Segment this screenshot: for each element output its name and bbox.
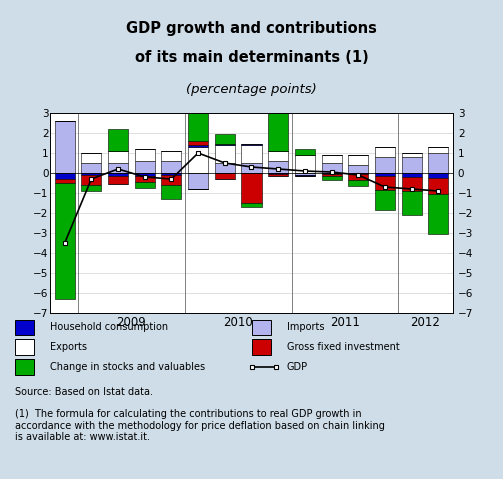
Bar xyxy=(135,173,155,176)
Bar xyxy=(81,175,102,185)
Bar xyxy=(161,151,182,161)
Bar xyxy=(188,141,208,145)
Text: Household consumption: Household consumption xyxy=(50,322,169,332)
Bar xyxy=(429,194,448,234)
Bar xyxy=(15,340,34,355)
Bar xyxy=(348,180,368,186)
Bar xyxy=(268,161,288,173)
Bar xyxy=(252,340,271,355)
Bar xyxy=(188,97,208,141)
Bar xyxy=(81,173,102,175)
Text: Source: Based on Istat data.: Source: Based on Istat data. xyxy=(15,387,153,397)
Bar xyxy=(401,157,422,173)
Bar xyxy=(81,185,102,191)
Bar xyxy=(241,145,262,163)
Text: Change in stocks and valuables: Change in stocks and valuables xyxy=(50,362,205,372)
Bar xyxy=(429,147,448,153)
Bar xyxy=(348,155,368,165)
Text: GDP: GDP xyxy=(287,362,308,372)
Bar xyxy=(321,163,342,173)
Bar xyxy=(135,182,155,188)
Bar xyxy=(375,176,395,190)
Bar xyxy=(241,144,262,145)
Bar xyxy=(215,173,235,179)
Bar xyxy=(161,173,182,175)
Bar xyxy=(375,173,395,176)
Bar xyxy=(429,153,448,173)
Bar xyxy=(375,157,395,173)
Bar xyxy=(252,319,271,335)
Bar xyxy=(108,173,128,176)
Bar xyxy=(215,145,235,163)
Text: Exports: Exports xyxy=(50,342,88,352)
Bar xyxy=(55,179,74,183)
Bar xyxy=(241,203,262,207)
Text: Gross fixed investment: Gross fixed investment xyxy=(287,342,399,352)
Bar xyxy=(188,147,208,173)
Bar xyxy=(215,163,235,173)
Bar xyxy=(241,163,262,173)
Bar xyxy=(321,173,342,174)
Bar xyxy=(108,151,128,163)
Bar xyxy=(321,174,342,176)
Bar xyxy=(188,145,208,147)
Bar xyxy=(161,161,182,173)
Bar xyxy=(215,144,235,145)
Bar xyxy=(55,173,74,179)
Bar xyxy=(429,173,448,178)
Bar xyxy=(295,149,315,155)
Bar xyxy=(268,151,288,161)
Bar xyxy=(81,153,102,163)
Bar xyxy=(321,155,342,163)
Bar xyxy=(135,176,155,182)
Bar xyxy=(81,163,102,173)
Bar xyxy=(429,178,448,194)
Bar xyxy=(401,153,422,157)
Bar xyxy=(15,359,34,375)
Bar xyxy=(348,174,368,180)
Bar xyxy=(268,174,288,176)
Bar xyxy=(295,175,315,176)
Bar xyxy=(108,176,128,184)
Bar xyxy=(188,173,208,189)
Bar xyxy=(295,173,315,175)
Bar xyxy=(321,176,342,180)
Text: (1)  The formula for calculating the contributions to real GDP growth in
accorda: (1) The formula for calculating the cont… xyxy=(15,409,385,442)
Text: Imports: Imports xyxy=(287,322,324,332)
Bar xyxy=(15,319,34,335)
Bar xyxy=(108,129,128,151)
Bar xyxy=(375,147,395,157)
Text: (percentage points): (percentage points) xyxy=(186,83,317,96)
Bar xyxy=(268,173,288,174)
Bar xyxy=(161,185,182,199)
Bar xyxy=(401,191,422,215)
Bar xyxy=(375,190,395,210)
Bar xyxy=(348,173,368,174)
Bar xyxy=(215,134,235,144)
Bar xyxy=(135,161,155,173)
Bar xyxy=(241,173,262,203)
Bar xyxy=(55,183,74,299)
Bar xyxy=(108,163,128,173)
Bar xyxy=(401,173,422,177)
Bar xyxy=(268,113,288,151)
Text: GDP growth and contributions: GDP growth and contributions xyxy=(126,21,377,36)
Bar xyxy=(161,175,182,185)
Bar xyxy=(348,165,368,173)
Bar xyxy=(401,177,422,191)
Bar xyxy=(135,149,155,161)
Bar xyxy=(295,155,315,173)
Text: of its main determinants (1): of its main determinants (1) xyxy=(135,50,368,66)
Bar xyxy=(55,121,74,173)
